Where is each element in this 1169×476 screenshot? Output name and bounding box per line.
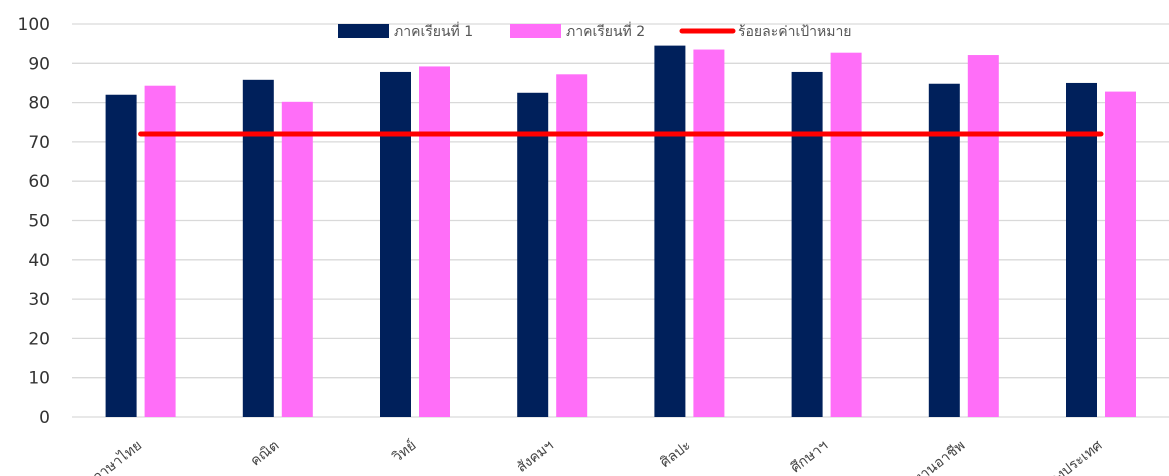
y-tick-label: 20: [28, 329, 50, 349]
bar: [928, 83, 960, 418]
y-tick-label: 70: [28, 133, 50, 153]
y-tick-label: 10: [28, 369, 50, 389]
x-tick-label: ศึกษาฯ: [788, 438, 831, 476]
y-tick-label: 0: [39, 408, 50, 428]
bar: [556, 74, 588, 417]
x-tick-label: งานอาชีพ: [912, 438, 969, 476]
x-tick-label: ภาษาไทย: [88, 437, 145, 476]
bar: [281, 101, 313, 418]
legend-label: ร้อยละค่าเป้าหมาย: [738, 24, 852, 40]
x-tick-label: ต่างประเทศ: [1040, 437, 1106, 476]
x-tick-label: คณิต: [248, 438, 283, 470]
bar: [1105, 91, 1136, 417]
y-tick-label: 50: [28, 212, 50, 232]
y-tick-label: 100: [18, 15, 50, 35]
bar: [517, 92, 549, 418]
y-tick-label: 30: [28, 290, 50, 310]
bar: [830, 52, 862, 418]
legend-swatch: [338, 24, 389, 38]
bar: [144, 85, 176, 418]
bar: [105, 94, 137, 418]
bar: [1066, 82, 1097, 417]
legend-swatch: [510, 24, 561, 38]
bar: [242, 79, 274, 417]
x-tick-label: วิทย์: [389, 437, 420, 466]
bar: [693, 49, 725, 418]
bar: [967, 55, 999, 418]
bar: [380, 71, 411, 418]
x-tick-label: สังคมฯ: [514, 438, 557, 476]
y-tick-label: 80: [28, 94, 50, 114]
legend-label: ภาคเรียนที่ 2: [566, 22, 645, 40]
y-tick-label: 40: [28, 251, 50, 271]
y-tick-label: 90: [28, 54, 50, 74]
bar: [654, 45, 686, 418]
bar: [419, 66, 450, 417]
x-tick-label: ศิลปะ: [657, 438, 694, 471]
y-tick-label: 60: [28, 172, 50, 192]
legend-label: ภาคเรียนที่ 1: [394, 22, 473, 40]
bar: [791, 71, 823, 418]
